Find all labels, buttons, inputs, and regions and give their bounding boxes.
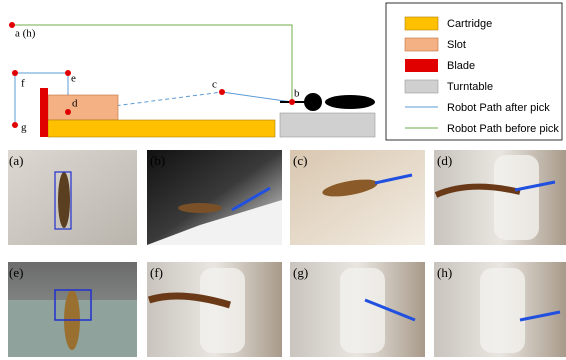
point [12, 122, 18, 128]
legend: Cartridge Slot Blade Turntable Robot Pat… [386, 3, 562, 140]
photos [8, 150, 566, 357]
photo-label: (e) [9, 265, 23, 280]
photo-detail [58, 172, 70, 228]
point-label: a (h) [15, 28, 36, 40]
legend-swatch [405, 80, 438, 93]
path-after-pick [222, 92, 292, 102]
photo-label: (g) [293, 265, 308, 280]
point [219, 89, 225, 95]
point [12, 70, 18, 76]
photo [8, 150, 137, 245]
point-label: g [21, 122, 27, 134]
legend-label: Robot Path after pick [447, 102, 550, 114]
slot [48, 95, 118, 120]
photo-detail [494, 155, 539, 240]
tool [304, 93, 322, 111]
legend-label: Blade [447, 60, 475, 72]
turntable [280, 113, 375, 137]
photo-label: (f) [150, 265, 163, 280]
tool [325, 95, 375, 109]
legend-swatch [405, 59, 438, 72]
photo-detail [178, 203, 222, 213]
figure: a (h) b c d e f g Cartridge Slot Blade T… [0, 0, 566, 360]
legend-label: Slot [447, 39, 466, 51]
legend-swatch [405, 38, 438, 51]
path-before-pick [12, 25, 292, 100]
photo-label: (c) [293, 153, 307, 168]
legend-label: Robot Path before pick [447, 123, 559, 135]
photo-label: (d) [437, 153, 452, 168]
point-label: b [294, 88, 300, 100]
photo-detail [480, 268, 525, 353]
cartridge [48, 120, 275, 137]
photo-detail [340, 268, 385, 353]
point [289, 99, 295, 105]
photo-label: (h) [437, 265, 452, 280]
photo [290, 150, 425, 245]
point-label: d [72, 98, 78, 110]
point-label: e [71, 73, 76, 85]
diagram: a (h) b c d e f g [9, 22, 375, 137]
photo-label: (b) [150, 153, 165, 168]
photo-detail [200, 268, 245, 353]
point [65, 109, 71, 115]
point-label: f [21, 78, 25, 90]
legend-label: Cartridge [447, 18, 492, 30]
photo-label: (a) [9, 153, 23, 168]
legend-swatch [405, 17, 438, 30]
legend-label: Turntable [447, 81, 493, 93]
point-label: c [212, 79, 217, 91]
blade [40, 88, 48, 137]
